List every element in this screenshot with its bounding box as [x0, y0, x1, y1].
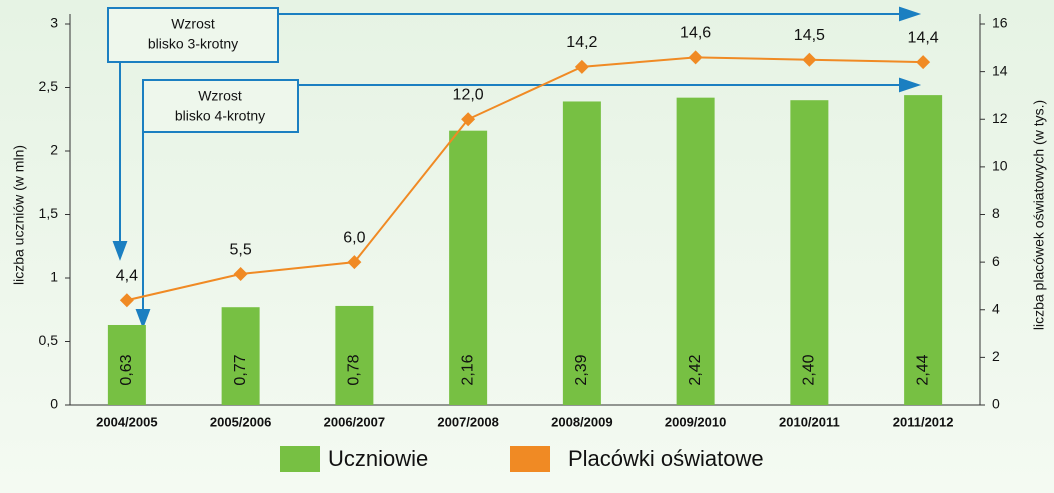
y2-tick-label: 0 — [992, 396, 1000, 412]
annotation-text: blisko 3-krotny — [148, 36, 238, 52]
bar — [790, 100, 829, 405]
bar-label: 2,42 — [687, 354, 704, 385]
y-tick-label: 2,5 — [39, 78, 59, 94]
y-tick-label: 2 — [50, 142, 58, 158]
bar-label: 0,78 — [346, 354, 363, 385]
x-tick-label: 2006/2007 — [324, 414, 385, 429]
point-label: 14,6 — [680, 25, 711, 42]
y2-tick-label: 8 — [992, 205, 1000, 221]
marker — [916, 55, 931, 70]
marker — [574, 59, 589, 74]
point-label: 14,2 — [566, 34, 597, 51]
y2-tick-label: 14 — [992, 62, 1008, 78]
bar — [335, 305, 374, 405]
legend-swatch — [280, 446, 320, 472]
annotation-text: Wzrost — [171, 16, 215, 32]
bar — [221, 307, 260, 405]
annotation-box — [142, 79, 299, 133]
marker — [119, 293, 134, 308]
bar — [562, 101, 601, 405]
bar — [676, 97, 715, 405]
annotation-box — [107, 7, 279, 63]
marker — [461, 112, 476, 127]
y2-tick-label: 2 — [992, 348, 1000, 364]
y-tick-label: 3 — [50, 15, 58, 31]
x-tick-label: 2011/2012 — [893, 414, 954, 429]
marker — [233, 267, 248, 282]
point-label: 12,0 — [453, 86, 484, 103]
bar — [449, 130, 488, 405]
marker — [802, 52, 817, 67]
y2-tick-label: 16 — [992, 15, 1008, 31]
y-tick-label: 1 — [50, 269, 58, 285]
y-tick-label: 0,5 — [39, 332, 59, 348]
y-tick-label: 1,5 — [39, 205, 59, 221]
arrow-head — [899, 77, 922, 93]
annotation-text: Wzrost — [198, 88, 242, 104]
bar-label: 0,77 — [232, 354, 249, 385]
point-label: 14,5 — [794, 27, 825, 44]
annotation-text: blisko 4-krotny — [175, 108, 265, 124]
arrow-head — [135, 309, 151, 329]
point-label: 4,4 — [116, 267, 138, 284]
y2-axis-label: liczba placówek oświatowych (w tys.) — [1031, 100, 1047, 330]
annotation-arrows — [107, 6, 922, 329]
y-tick-label: 0 — [50, 396, 58, 412]
y2-tick-label: 6 — [992, 253, 1000, 269]
x-tick-label: 2008/2009 — [551, 414, 612, 429]
marker — [688, 50, 703, 65]
marker — [347, 255, 362, 270]
x-tick-label: 2010/2011 — [779, 414, 840, 429]
y2-tick-label: 10 — [992, 158, 1008, 174]
arrow-head — [112, 241, 128, 261]
y2-tick-label: 4 — [992, 300, 1000, 316]
x-tick-label: 2007/2008 — [437, 414, 498, 429]
bar-label: 2,16 — [459, 354, 476, 385]
x-tick-label: 2005/2006 — [210, 414, 271, 429]
point-label: 6,0 — [343, 229, 365, 246]
x-tick-label: 2004/2005 — [96, 414, 157, 429]
bar — [107, 324, 146, 405]
y2-tick-label: 12 — [992, 110, 1008, 126]
legend-swatch — [510, 446, 550, 472]
bar-label: 2,40 — [801, 354, 818, 385]
bar-label: 2,44 — [914, 354, 931, 385]
point-label: 5,5 — [230, 241, 252, 258]
point-label: 14,4 — [908, 29, 939, 46]
x-tick-label: 2009/2010 — [665, 414, 726, 429]
bar-label: 2,39 — [573, 354, 590, 385]
bar-label: 0,63 — [118, 354, 135, 385]
legend-label: Placówki oświatowe — [568, 446, 764, 471]
line — [126, 56, 924, 302]
bar — [904, 95, 943, 406]
y-axis-label: liczba uczniów (w mln) — [11, 145, 27, 285]
legend-label: Uczniowie — [328, 446, 428, 471]
arrow-head — [899, 6, 922, 22]
